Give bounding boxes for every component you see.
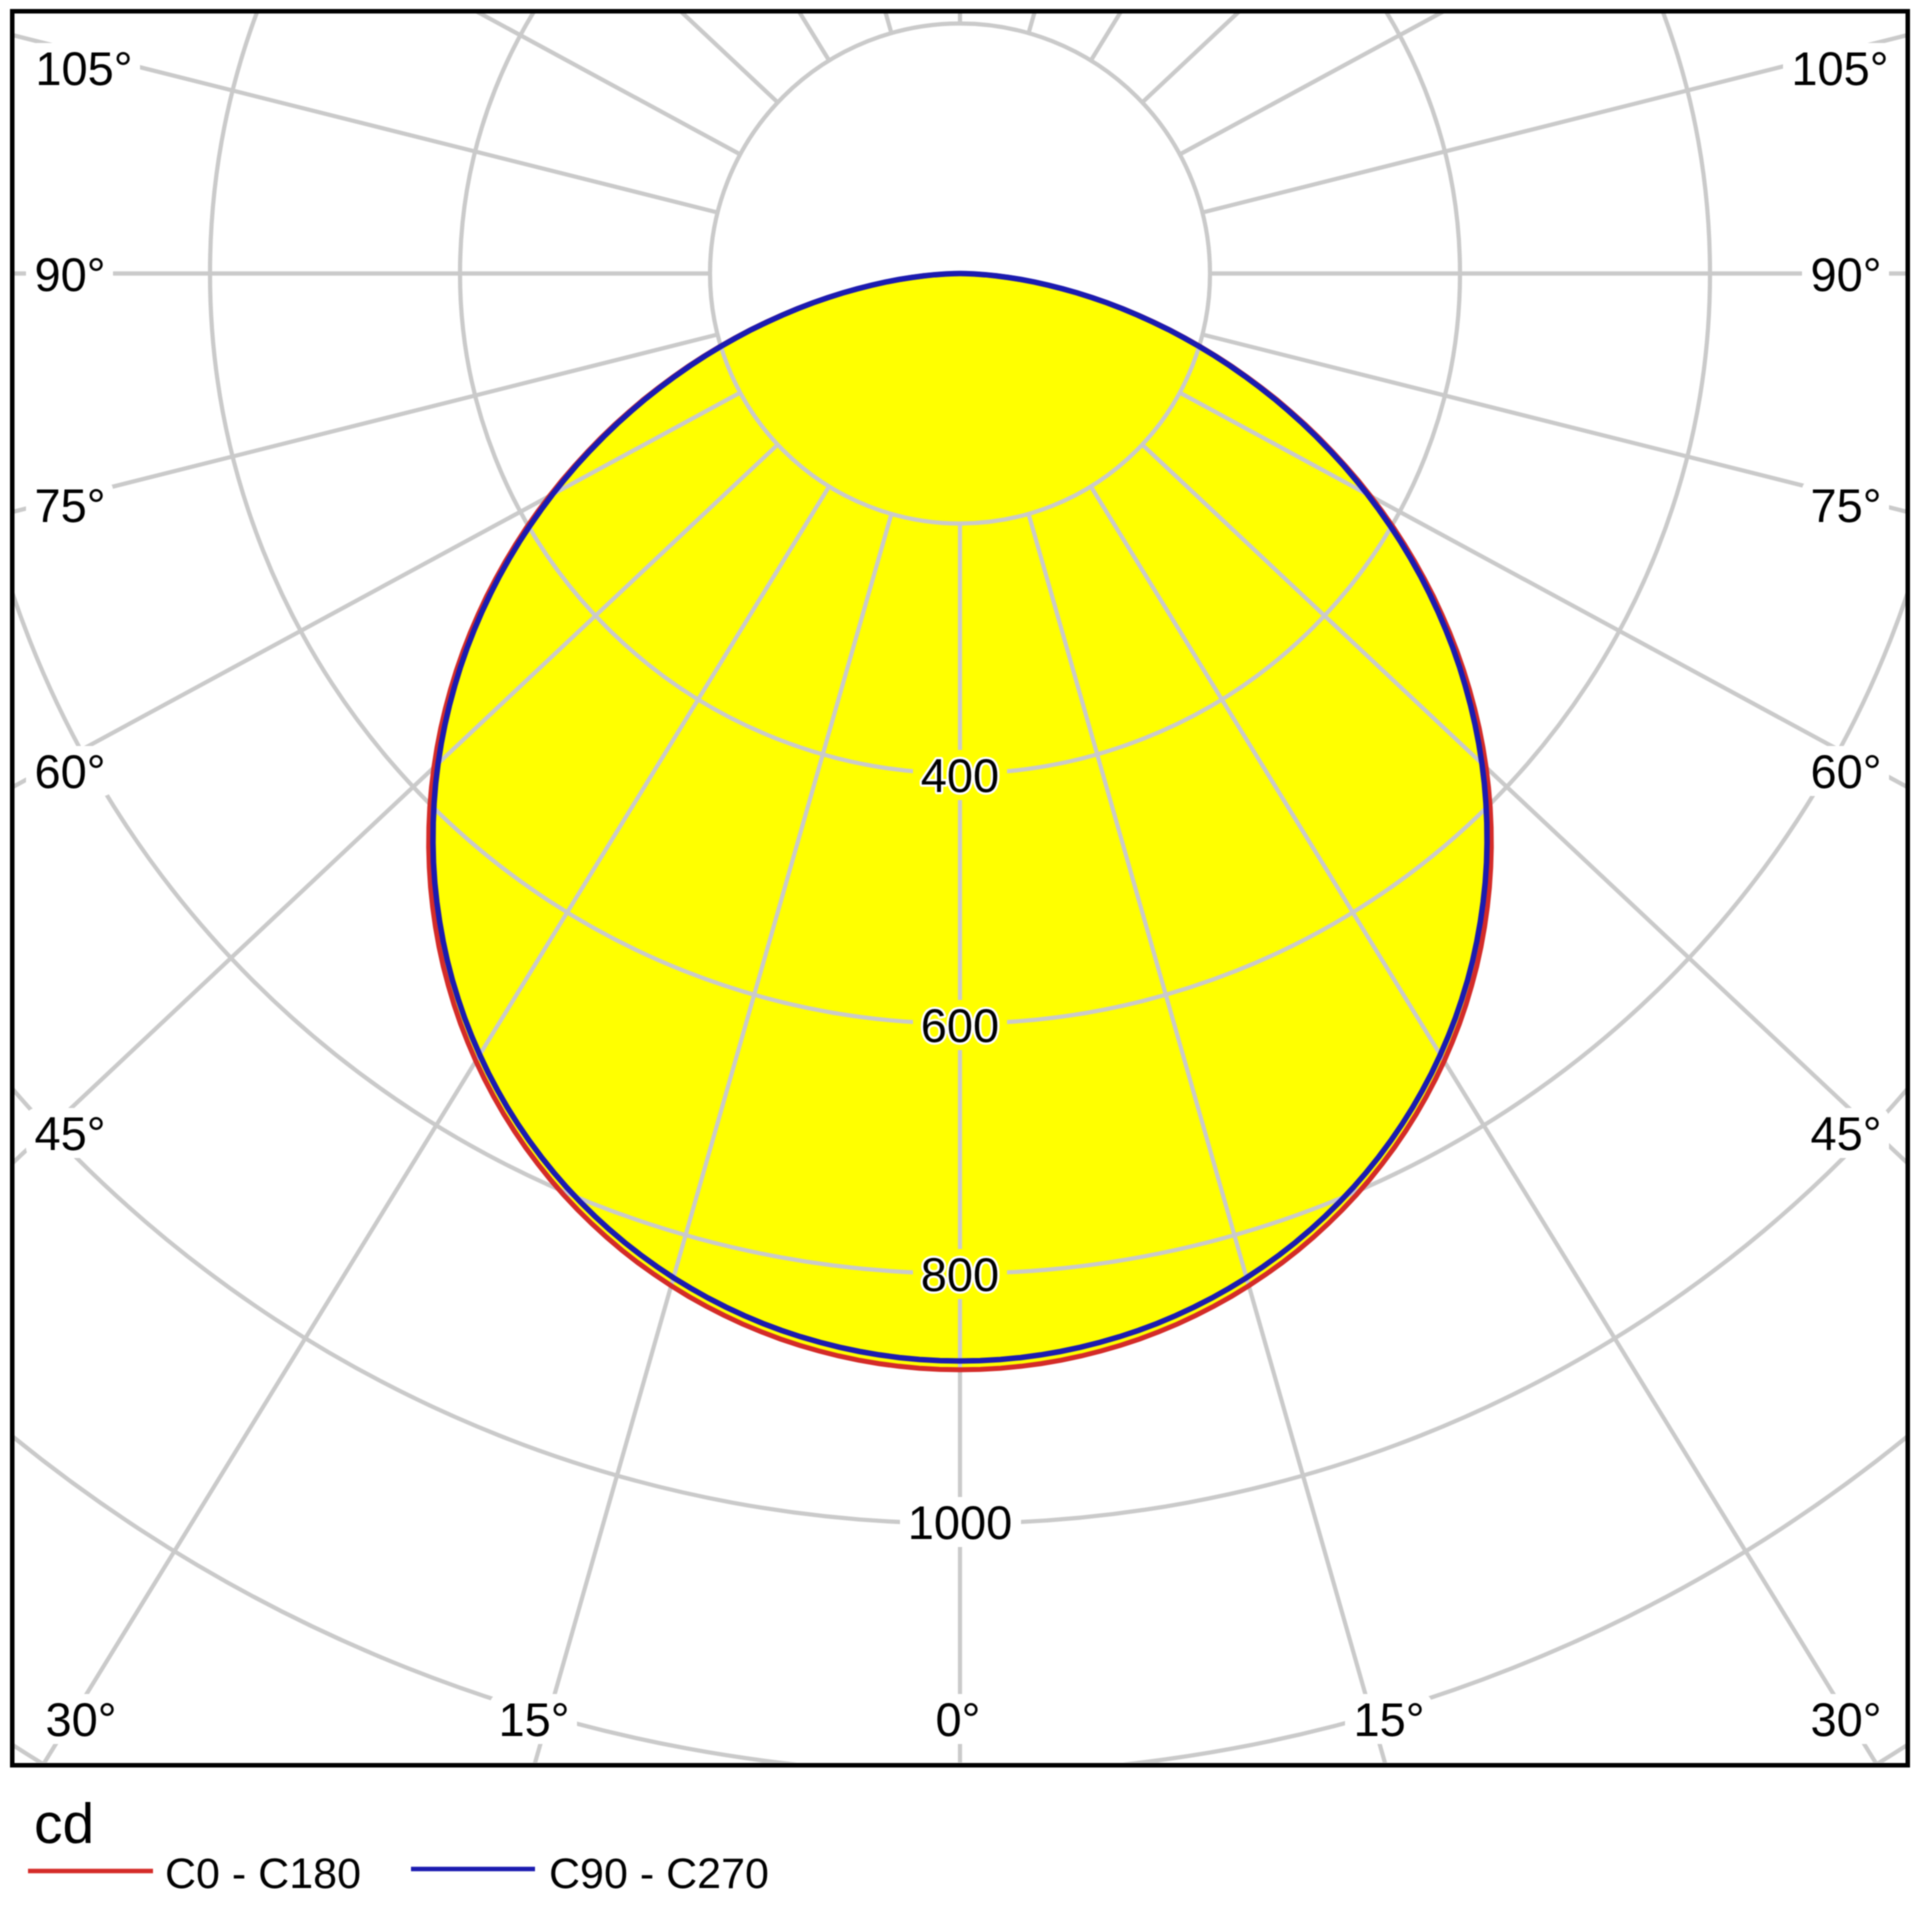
svg-text:15°: 15°: [498, 1693, 569, 1746]
svg-text:105°: 105°: [1791, 42, 1888, 95]
svg-text:45°: 45°: [1810, 1107, 1881, 1160]
svg-text:1000: 1000: [908, 1496, 1013, 1549]
svg-text:800: 800: [921, 1248, 999, 1301]
svg-text:15°: 15°: [1353, 1693, 1424, 1746]
svg-text:30°: 30°: [45, 1693, 116, 1746]
svg-text:0°: 0°: [936, 1693, 981, 1746]
svg-text:cd: cd: [34, 1792, 94, 1856]
svg-text:45°: 45°: [34, 1107, 105, 1160]
svg-text:600: 600: [921, 999, 999, 1052]
svg-text:90°: 90°: [1810, 248, 1881, 301]
svg-text:60°: 60°: [34, 745, 105, 798]
svg-text:75°: 75°: [34, 479, 105, 532]
svg-text:60°: 60°: [1810, 745, 1881, 798]
svg-text:C90 - C270: C90 - C270: [549, 1850, 769, 1898]
svg-text:400: 400: [921, 749, 999, 802]
svg-text:C0 - C180: C0 - C180: [165, 1850, 361, 1898]
svg-text:90°: 90°: [34, 248, 105, 301]
svg-text:75°: 75°: [1810, 479, 1881, 532]
svg-text:105°: 105°: [35, 42, 132, 95]
svg-text:30°: 30°: [1810, 1693, 1881, 1746]
